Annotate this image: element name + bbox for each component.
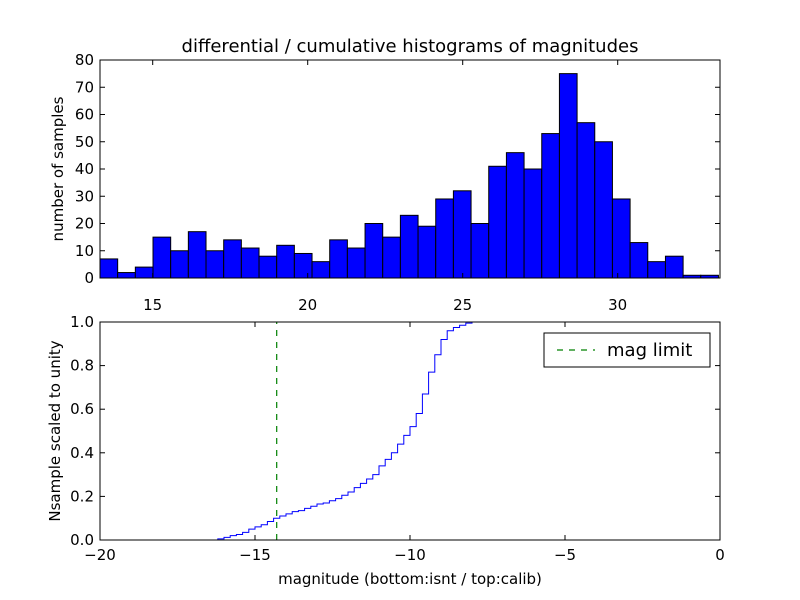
bottom-y-tick-label: 1.0 [70, 313, 94, 331]
histogram-bar [470, 223, 490, 279]
top-y-tick-label: 30 [75, 187, 94, 205]
histogram-bar [399, 214, 419, 279]
histogram-bar [488, 165, 507, 279]
top-y-tick-label: 10 [75, 242, 94, 260]
top-x-tick-label: 20 [298, 296, 317, 314]
bottom-axes-frame [99, 321, 721, 541]
top-y-axis-label: number of samples [49, 96, 67, 241]
histogram-bar [382, 236, 401, 279]
top-axis-ticks: 0 10 20 30 40 50 60 70 80 15 20 25 30 [75, 51, 720, 314]
top-histogram-axes: differential / cumulative histograms of … [49, 36, 721, 314]
histogram-bar [664, 255, 684, 279]
top-y-tick-label: 70 [75, 78, 94, 96]
histogram-bar [594, 141, 613, 279]
bottom-cumulative-axes: 0.0 0.2 0.4 0.6 0.8 1.0 −20 −15 −10 −5 0 magnitude… [46, 313, 725, 588]
chart-title: differential / cumulative histograms of … [182, 36, 639, 57]
bottom-x-tick-label: −15 [239, 546, 271, 564]
bottom-x-tick-label: 0 [715, 546, 725, 564]
histogram-bar [240, 247, 260, 279]
histogram-bar [329, 239, 348, 279]
top-y-tick-label: 0 [84, 269, 94, 287]
bottom-x-axis-label: magnitude (bottom:isnt / top:calib) [278, 570, 542, 588]
histogram-bar [223, 239, 242, 279]
histogram-bar [417, 225, 437, 279]
bottom-y-tick-label: 0.0 [70, 531, 94, 549]
top-axes-frame [99, 59, 721, 279]
bottom-y-axis-label: Nsample scaled to unity [46, 340, 64, 521]
histogram-bar [276, 244, 295, 279]
bottom-x-tick-label: −10 [394, 546, 426, 564]
histogram-bar [293, 252, 313, 279]
top-y-tick-label: 60 [75, 106, 94, 124]
bottom-x-tick-label: −20 [84, 546, 116, 564]
top-x-tick-label: 25 [453, 296, 472, 314]
histogram-bar [576, 122, 596, 279]
top-y-tick-label: 20 [75, 215, 94, 233]
legend: mag limit [543, 332, 711, 368]
legend-mag-limit-label: mag limit [607, 340, 692, 361]
histogram-bar [187, 231, 207, 279]
bottom-axis-ticks: 0.0 0.2 0.4 0.6 0.8 1.0 −20 −15 −10 −5 0 [70, 313, 725, 564]
top-y-tick-label: 80 [75, 51, 94, 69]
histogram-bar [647, 261, 666, 279]
histogram-bar [452, 190, 472, 279]
top-y-tick-label: 40 [75, 160, 94, 178]
histogram-bar [611, 198, 631, 279]
histogram-bar [134, 266, 154, 279]
bottom-y-tick-label: 0.6 [70, 400, 94, 418]
histogram-bar [346, 247, 366, 279]
cumulative-lines [100, 321, 720, 541]
histogram-bar [117, 272, 136, 279]
histogram-bar [205, 250, 225, 279]
histogram-bar [152, 236, 172, 279]
histogram-bar [311, 261, 331, 279]
histogram-bar [99, 258, 119, 279]
histogram-bar [170, 250, 189, 279]
bottom-y-tick-label: 0.2 [70, 487, 94, 505]
bottom-y-tick-label: 0.8 [70, 357, 94, 375]
histogram-bar [629, 242, 649, 279]
histogram-bar [558, 73, 578, 279]
histogram-bar [364, 223, 384, 279]
histogram-bar [505, 152, 525, 279]
bottom-x-tick-label: −5 [554, 546, 576, 564]
histogram-bar [541, 133, 560, 279]
histogram-bar [523, 168, 543, 279]
top-x-tick-label: 15 [143, 296, 162, 314]
bottom-y-tick-label: 0.4 [70, 444, 94, 462]
top-y-tick-label: 50 [75, 133, 94, 151]
top-x-tick-label: 30 [608, 296, 627, 314]
histogram-bar [435, 198, 454, 279]
histogram-bar [258, 255, 278, 279]
cumulative-step-line [100, 321, 720, 541]
